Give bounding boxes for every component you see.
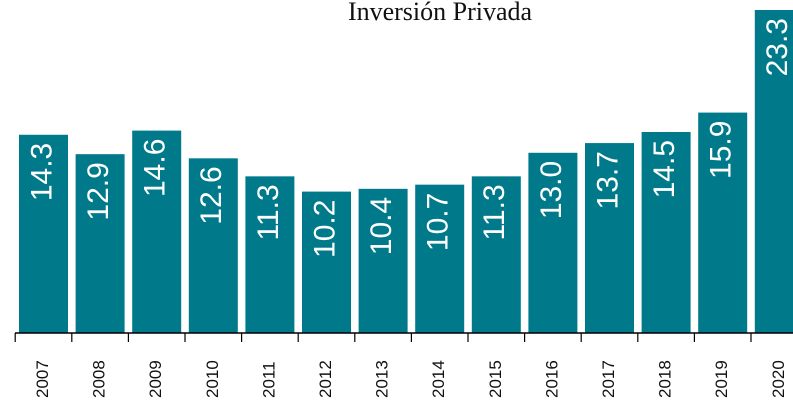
value-label: 15.9 [705, 121, 738, 179]
value-label: 10.4 [365, 197, 398, 255]
value-label: 23.3 [761, 18, 793, 76]
bar [641, 131, 691, 333]
bar [698, 112, 748, 333]
value-label: 14.3 [25, 143, 58, 201]
bar [585, 143, 634, 333]
x-tick-label: 2011 [259, 361, 278, 398]
bar [132, 130, 182, 333]
x-tick-label: 2010 [203, 360, 222, 398]
bar [358, 188, 408, 333]
x-tick-label: 2014 [429, 360, 448, 398]
bar [302, 191, 351, 333]
x-tick-label: 2009 [146, 360, 165, 398]
chart-title: Inversión Privada [348, 0, 533, 26]
x-tick-label: 2016 [542, 360, 561, 398]
bar [415, 184, 465, 333]
x-tick-label: 2012 [316, 360, 335, 398]
x-tick-label: 2015 [486, 360, 505, 398]
bar [754, 10, 793, 333]
x-tick-label: 2013 [373, 360, 392, 398]
value-label: 13.7 [591, 151, 624, 209]
bar [75, 154, 125, 333]
x-tick-label: 2017 [599, 360, 618, 398]
bar [528, 152, 578, 333]
value-label: 14.5 [648, 140, 681, 198]
bar [188, 158, 238, 333]
x-tick-label: 2020 [769, 360, 788, 398]
x-tick-label: 2008 [90, 360, 109, 398]
value-label: 11.3 [478, 184, 511, 240]
x-tick-label: 2019 [712, 360, 731, 398]
value-label: 13.0 [535, 161, 568, 219]
bar [19, 134, 68, 333]
x-tick-label: 2018 [656, 360, 675, 398]
value-label: 10.2 [308, 200, 341, 258]
value-label: 12.6 [195, 166, 228, 224]
value-label: 11.3 [252, 184, 285, 240]
value-label: 10.7 [422, 193, 455, 251]
value-label: 14.6 [139, 139, 172, 197]
value-label: 12.9 [82, 162, 115, 220]
bar [245, 176, 295, 333]
x-tick-label: 2007 [33, 360, 52, 398]
bar [471, 176, 521, 333]
